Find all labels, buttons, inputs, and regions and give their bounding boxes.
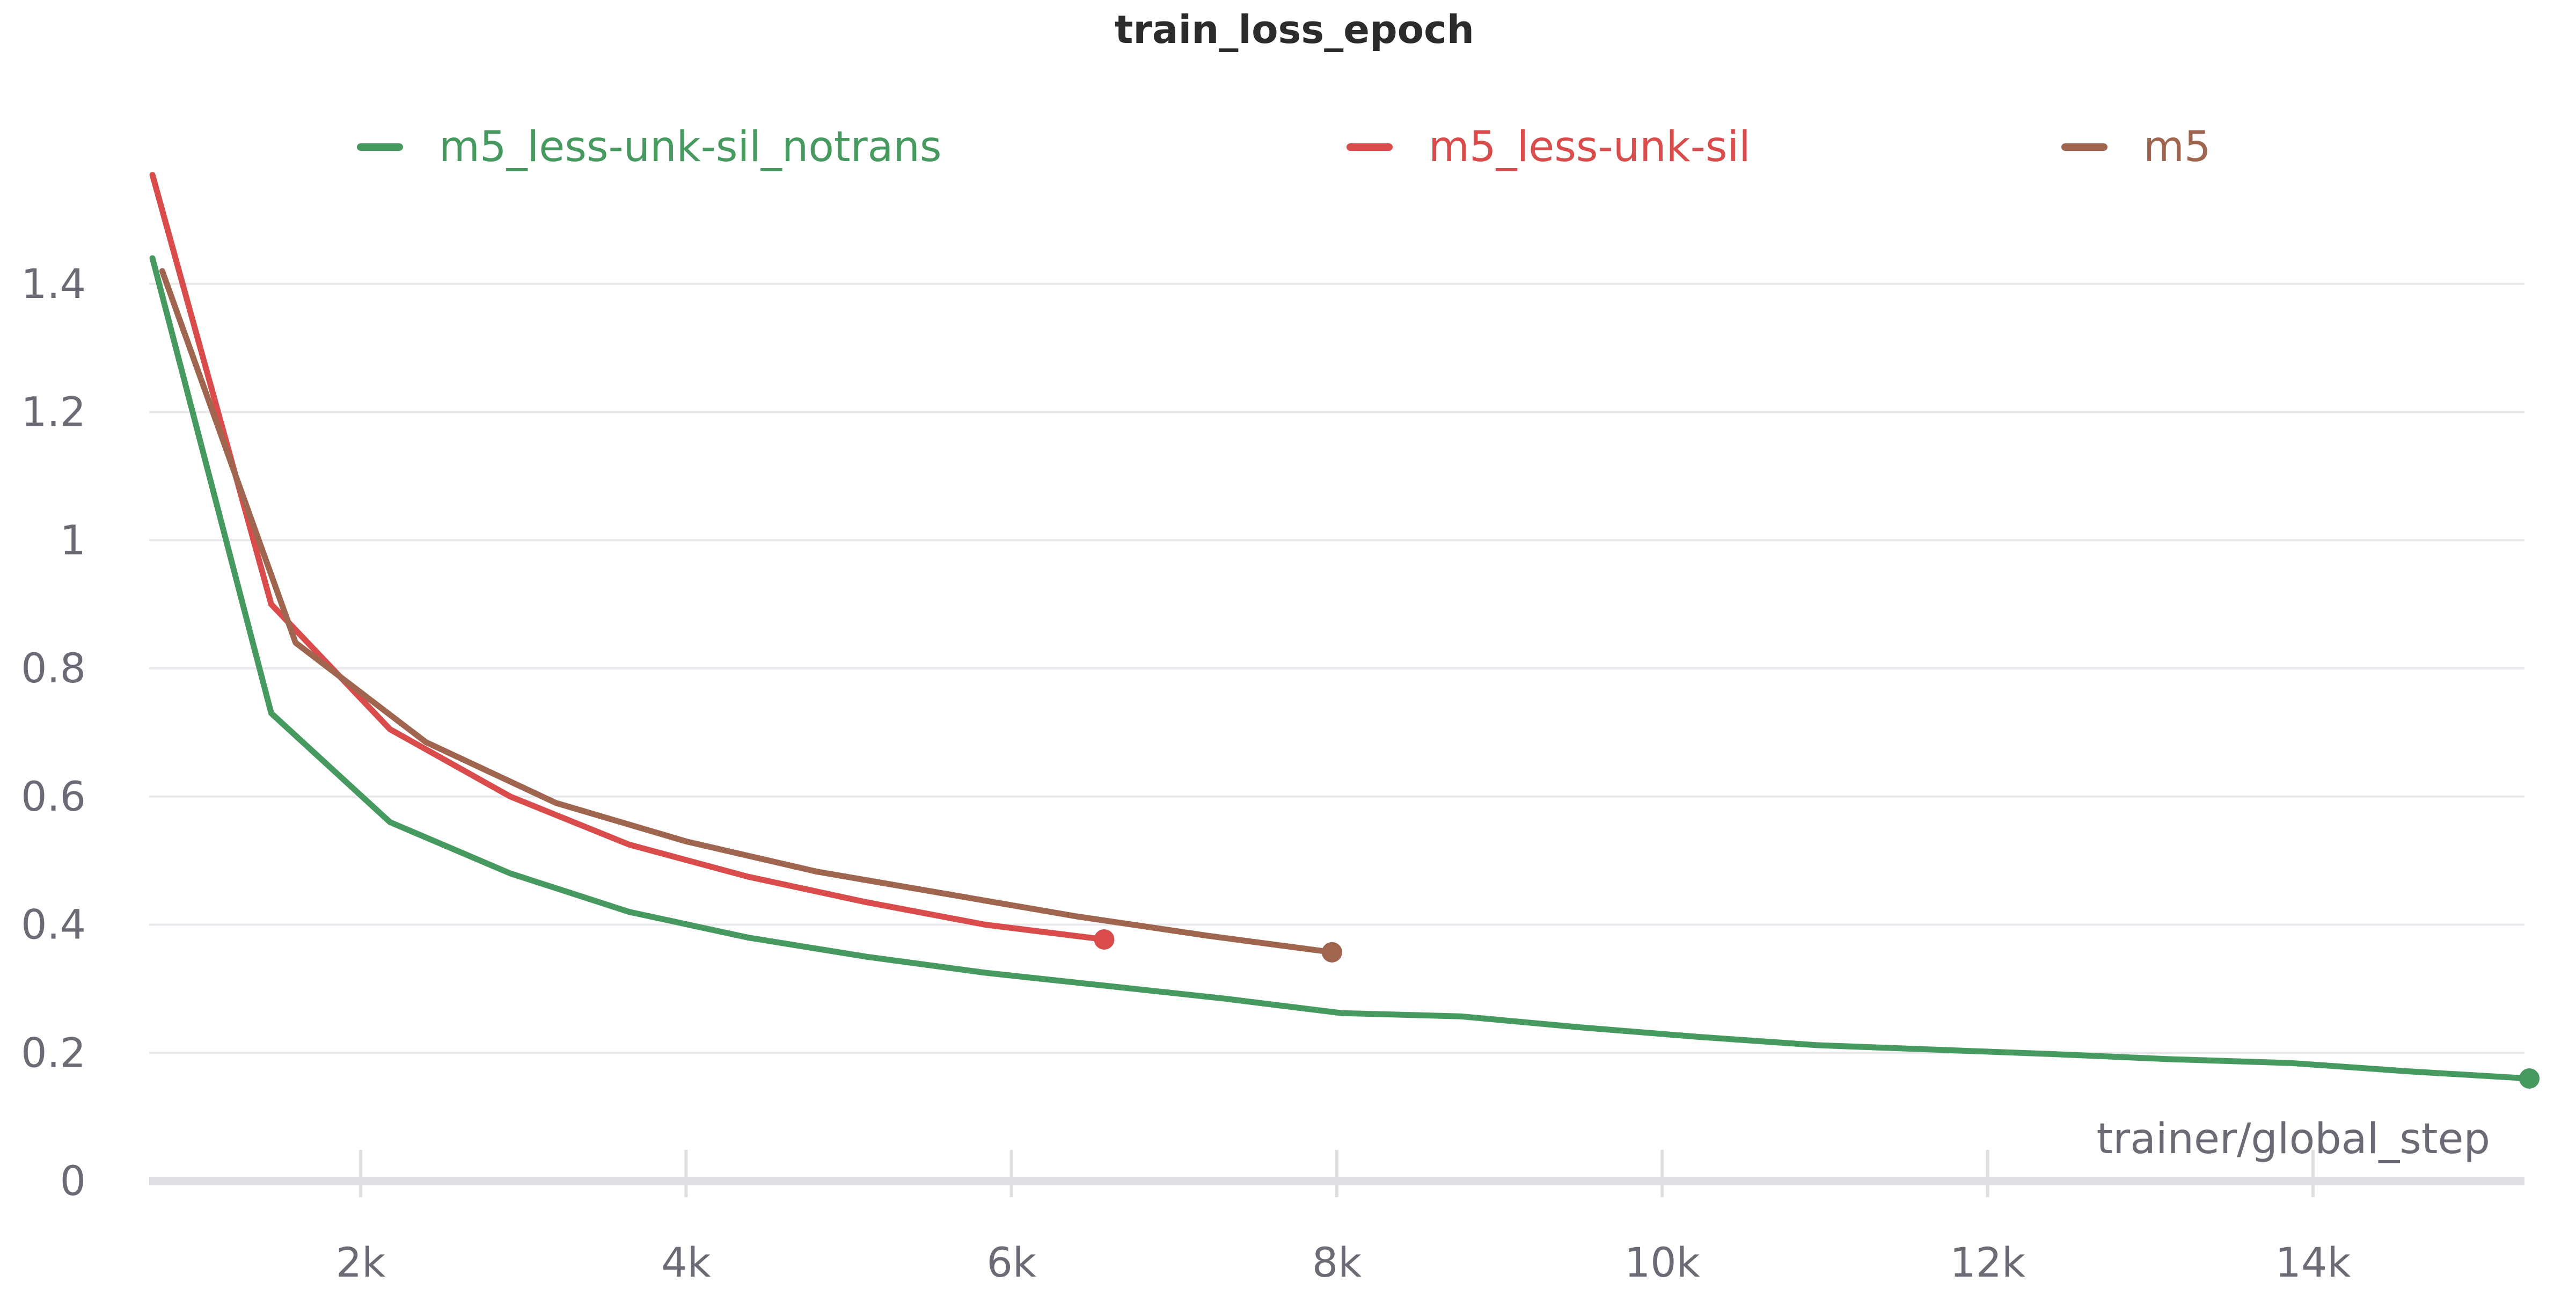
legend-item-1[interactable]: m5_less-unk-sil <box>1346 123 1751 171</box>
y-tick-label: 1.4 <box>21 260 86 308</box>
series-end-point-0 <box>2519 1068 2540 1089</box>
x-tick-label: 8k <box>1312 1238 1362 1286</box>
y-tick-label: 1 <box>60 516 86 564</box>
y-tick-label: 0.8 <box>21 644 86 692</box>
x-tick-label: 4k <box>661 1238 711 1286</box>
series-line-1 <box>149 172 1107 943</box>
x-tick-label: 2k <box>336 1238 385 1286</box>
y-tick-label: 1.2 <box>21 388 86 436</box>
x-tick-label: 12k <box>1950 1238 2025 1286</box>
y-axis: 0 0.2 0.4 0.6 0.8 1 1.2 1.4 <box>21 260 86 1205</box>
y-tick-label: 0.2 <box>21 1029 86 1076</box>
legend-label: m5_less-unk-sil_notrans <box>439 123 942 171</box>
x-axis: 2k 4k 6k 8k 10k 12k 14k <box>149 1150 2524 1286</box>
legend-item-2[interactable]: m5 <box>2061 123 2211 171</box>
x-tick-label: 6k <box>987 1238 1036 1286</box>
series-line-2 <box>159 268 1335 956</box>
series-end-point-1 <box>1094 929 1115 950</box>
x-tick-label: 10k <box>1624 1238 1700 1286</box>
series-group <box>149 172 2540 1089</box>
y-tick-label: 0.4 <box>21 901 86 949</box>
grid <box>149 282 2524 1054</box>
series-end-point-2 <box>1321 942 1342 963</box>
legend-label: m5_less-unk-sil <box>1429 123 1751 171</box>
legend-item-0[interactable]: m5_less-unk-sil_notrans <box>357 123 942 171</box>
x-axis-label: trainer/global_step <box>2097 1115 2491 1163</box>
chart-title: train_loss_epoch <box>1115 7 1474 52</box>
x-tick-label: 14k <box>2275 1238 2351 1286</box>
legend: m5_less-unk-sil_notrans m5_less-unk-sil m5 <box>357 123 2211 171</box>
y-tick-label: 0 <box>60 1157 86 1205</box>
series-line-0 <box>149 255 2533 1082</box>
legend-label: m5 <box>2143 123 2211 171</box>
y-tick-label: 0.6 <box>21 773 86 820</box>
